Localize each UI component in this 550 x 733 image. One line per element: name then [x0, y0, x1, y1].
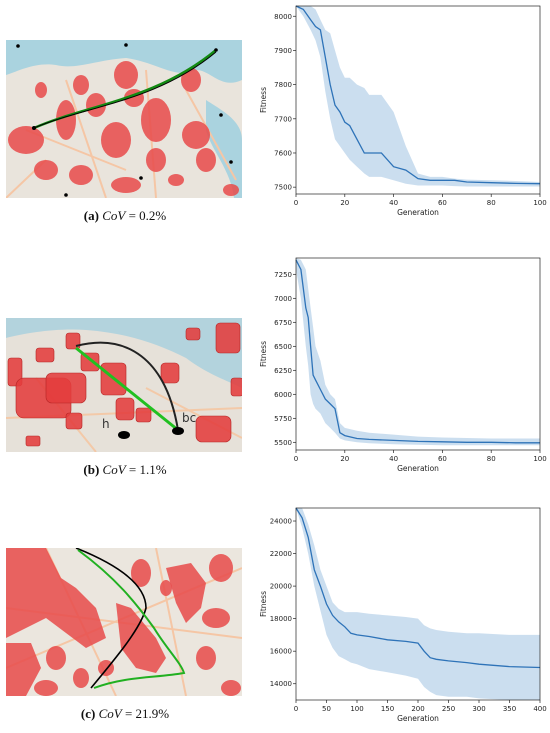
y-tick-label: 5750 — [274, 415, 292, 423]
y-axis-label: Fitness — [259, 341, 268, 367]
caption-a: (a) CoV = 0.2% — [0, 208, 250, 224]
caption-letter: (a) — [83, 208, 99, 223]
mean-line — [295, 5, 541, 185]
y-tick-label: 24000 — [270, 518, 292, 526]
y-tick-label: 7800 — [274, 81, 292, 89]
caption-value: = 0.2% — [128, 208, 167, 223]
y-axis-label: Fitness — [259, 591, 268, 617]
y-tick-label: 7500 — [274, 184, 292, 192]
mean-line — [295, 259, 540, 444]
x-tick-label: 0 — [294, 705, 298, 713]
caption-value: = 1.1% — [128, 462, 167, 477]
x-tick-label: 100 — [350, 705, 363, 713]
y-tick-label: 18000 — [270, 615, 292, 623]
svg-text:h: h — [102, 417, 110, 431]
map-panel-a — [6, 40, 242, 198]
confidence-band — [296, 258, 540, 446]
y-tick-label: 7600 — [274, 149, 292, 157]
map-b-image: h bc — [6, 318, 242, 452]
caption-c: (c) CoV = 21.9% — [0, 706, 250, 722]
fitness-chart-b: 0 20 40 60 80 100 5500 5750 6000 6250 6500 6750 7000… — [259, 257, 547, 473]
x-tick-label: 300 — [472, 705, 485, 713]
map-panel-b: h bc — [6, 318, 242, 452]
y-tick-label: 14000 — [270, 680, 292, 688]
y-tick-label: 7000 — [274, 295, 292, 303]
caption-letter: (b) — [83, 462, 100, 477]
chart-panel-a: 0 20 40 60 80 100 7500 7600 7700 7800 7900 8000 Gene… — [258, 4, 548, 217]
x-tick-label: 60 — [438, 455, 447, 463]
y-tick-label: 6500 — [274, 343, 292, 351]
caption-variable: CoV — [102, 462, 126, 477]
x-tick-label: 20 — [340, 455, 349, 463]
confidence-band — [296, 6, 540, 187]
x-tick-label: 20 — [340, 199, 349, 207]
x-tick-label: 0 — [294, 199, 298, 207]
chart-panel-c: 0 50 100 150 200 250 300 350 400 14000 16000 18000 2… — [258, 506, 548, 723]
chart-panel-b: 0 20 40 60 80 100 5500 5750 6000 6250 6500 6750 7000… — [258, 256, 548, 473]
confidence-band — [296, 508, 540, 700]
x-tick-label: 80 — [487, 199, 496, 207]
x-tick-label: 80 — [487, 455, 496, 463]
x-tick-label: 100 — [533, 199, 546, 207]
y-tick-label: 20000 — [270, 583, 292, 591]
fitness-chart-c: 0 50 100 150 200 250 300 350 400 14000 16000 18000 2… — [259, 507, 547, 723]
caption-b: (b) CoV = 1.1% — [0, 462, 250, 478]
svg-text:bc: bc — [182, 411, 196, 425]
caption-value: = 21.9% — [124, 706, 170, 721]
x-tick-label: 250 — [442, 705, 455, 713]
y-tick-label: 7250 — [274, 271, 292, 279]
x-tick-label: 150 — [381, 705, 394, 713]
x-tick-label: 40 — [389, 455, 398, 463]
plot-frame — [295, 257, 541, 451]
map-c-image — [6, 548, 242, 696]
caption-letter: (c) — [80, 706, 96, 721]
x-tick-label: 60 — [438, 199, 447, 207]
x-axis-label: Generation — [397, 208, 439, 217]
x-tick-label: 0 — [294, 455, 298, 463]
caption-variable: CoV — [102, 208, 126, 223]
x-tick-label: 100 — [533, 455, 546, 463]
x-axis-label: Generation — [397, 714, 439, 723]
y-axis-label: Fitness — [259, 87, 268, 113]
y-tick-label: 6250 — [274, 367, 292, 375]
y-tick-label: 16000 — [270, 648, 292, 656]
y-tick-label: 8000 — [274, 13, 292, 21]
map-a-image — [6, 40, 242, 198]
caption-variable: CoV — [98, 706, 122, 721]
plot-frame — [295, 5, 541, 195]
map-panel-c — [6, 548, 242, 696]
y-tick-label: 7900 — [274, 47, 292, 55]
x-axis-label: Generation — [397, 464, 439, 473]
y-tick-label: 6750 — [274, 319, 292, 327]
mean-line — [295, 507, 541, 669]
fitness-chart-a: 0 20 40 60 80 100 7500 7600 7700 7800 7900 8000 Gene… — [259, 5, 547, 217]
y-tick-label: 6000 — [274, 391, 292, 399]
x-tick-label: 50 — [322, 705, 331, 713]
y-tick-label: 7700 — [274, 115, 292, 123]
x-tick-label: 40 — [389, 199, 398, 207]
y-tick-label: 22000 — [270, 550, 292, 558]
x-tick-label: 350 — [503, 705, 516, 713]
y-tick-label: 5500 — [274, 439, 292, 447]
x-tick-label: 400 — [533, 705, 546, 713]
x-tick-label: 200 — [411, 705, 424, 713]
